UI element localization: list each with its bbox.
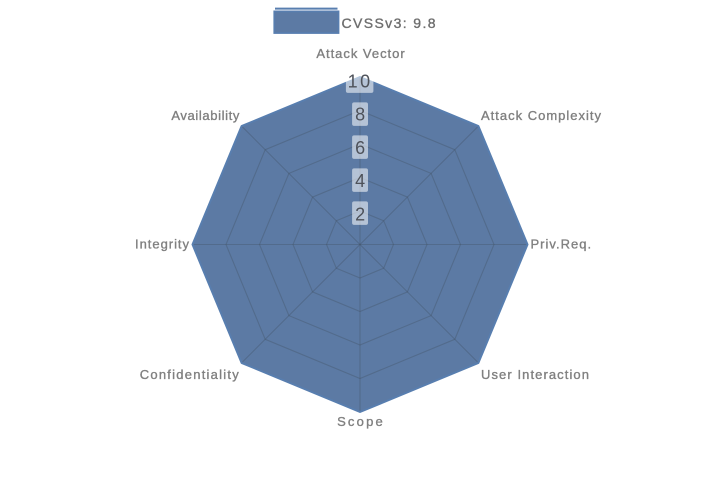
svg-text:Confidentiality: Confidentiality — [140, 367, 240, 382]
svg-text:Attack Vector: Attack Vector — [316, 46, 405, 61]
svg-text:8: 8 — [355, 105, 365, 125]
svg-text:6: 6 — [355, 138, 365, 158]
svg-text:2: 2 — [355, 205, 365, 225]
svg-text:Integrity: Integrity — [135, 237, 190, 252]
svg-text:Priv.Req.: Priv.Req. — [531, 237, 593, 252]
svg-text:Scope: Scope — [337, 414, 385, 429]
svg-text:4: 4 — [355, 171, 365, 191]
svg-text:User Interaction: User Interaction — [481, 367, 590, 382]
svg-text:Attack Complexity: Attack Complexity — [481, 108, 602, 123]
svg-text:CVSSv3: 9.8: CVSSv3: 9.8 — [342, 15, 437, 31]
svg-text:Availability: Availability — [171, 108, 240, 123]
svg-text:10: 10 — [348, 71, 373, 91]
